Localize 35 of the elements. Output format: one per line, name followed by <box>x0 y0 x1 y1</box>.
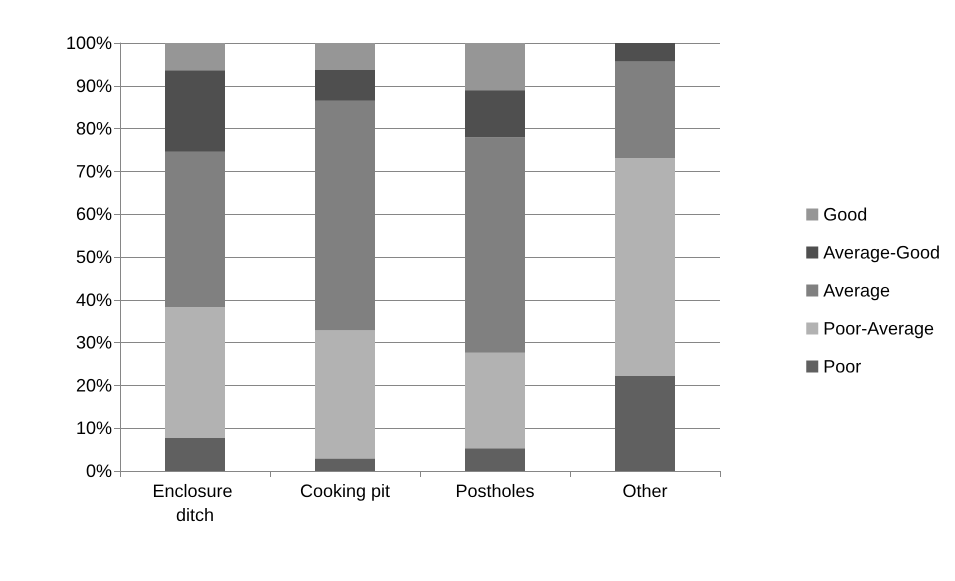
bar <box>465 352 525 448</box>
x-tick-label: Cooking pit <box>300 481 390 501</box>
bar <box>315 43 375 70</box>
bar <box>315 330 375 459</box>
y-tick-label: 100% <box>66 33 112 53</box>
legend-label: Average <box>823 280 890 300</box>
bar <box>615 43 675 62</box>
bar <box>465 90 525 138</box>
bar <box>165 438 225 471</box>
legend-label: Poor-Average <box>823 318 934 338</box>
bar <box>315 70 375 101</box>
x-tick-label: Postholes <box>455 481 535 501</box>
y-tick-label: 30% <box>76 332 112 353</box>
y-tick-label: 50% <box>76 247 112 267</box>
y-tick-label: 0% <box>86 461 112 481</box>
x-tick-label: Other <box>622 481 668 501</box>
y-tick-label: 70% <box>76 161 112 182</box>
legend-label: Good <box>823 204 868 224</box>
y-tick-label: 20% <box>76 375 112 396</box>
legend-label: Average-Good <box>823 242 940 262</box>
bar <box>315 458 375 471</box>
bar <box>165 43 225 70</box>
bar <box>465 448 525 471</box>
y-tick-label: 80% <box>76 118 112 139</box>
bar <box>165 307 225 438</box>
y-tick-label: 60% <box>76 204 112 224</box>
y-tick-label: 40% <box>76 290 112 310</box>
legend-label: Poor <box>823 356 862 376</box>
x-tick-label: Enclosure ditch <box>152 481 238 525</box>
y-tick-label: 90% <box>76 76 112 96</box>
bar <box>615 158 675 376</box>
bar <box>465 43 525 91</box>
y-tick-label: 10% <box>76 418 112 438</box>
bar <box>165 70 225 152</box>
bar <box>615 376 675 471</box>
